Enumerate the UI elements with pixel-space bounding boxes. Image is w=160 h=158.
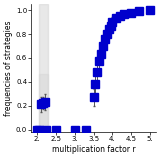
Bar [39,4,48,132]
Bar [39,74,48,132]
X-axis label: multiplication factor r: multiplication factor r [52,145,135,154]
Y-axis label: frequencies of strategies: frequencies of strategies [4,20,13,116]
